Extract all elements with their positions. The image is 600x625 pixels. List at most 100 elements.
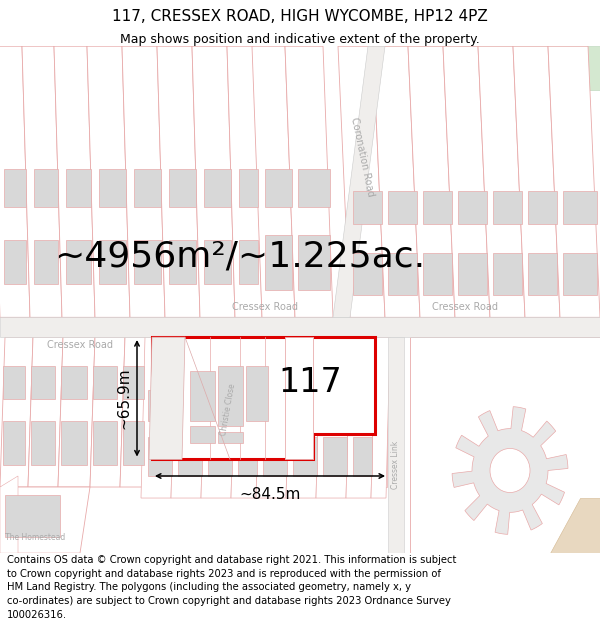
Bar <box>93 366 117 399</box>
Polygon shape <box>385 46 600 91</box>
Polygon shape <box>443 46 490 318</box>
Bar <box>134 240 161 284</box>
Polygon shape <box>122 46 165 318</box>
Bar <box>493 253 522 295</box>
Bar <box>34 240 58 284</box>
Bar <box>423 191 452 224</box>
Bar <box>93 421 117 465</box>
Bar <box>148 438 172 476</box>
Polygon shape <box>227 46 262 318</box>
Bar <box>238 438 257 476</box>
Bar <box>239 240 258 284</box>
Polygon shape <box>0 337 33 487</box>
Bar <box>99 169 126 207</box>
Bar <box>293 390 317 421</box>
Bar <box>204 240 231 284</box>
Polygon shape <box>252 46 295 318</box>
Bar <box>123 366 144 399</box>
Polygon shape <box>192 46 235 318</box>
Polygon shape <box>141 337 175 498</box>
Bar <box>353 191 382 224</box>
Polygon shape <box>382 337 387 487</box>
Bar <box>204 169 231 207</box>
Bar <box>298 169 330 207</box>
Bar <box>493 191 522 224</box>
Polygon shape <box>22 46 62 318</box>
Text: Contains OS data © Crown copyright and database right 2021. This information is : Contains OS data © Crown copyright and d… <box>7 555 457 619</box>
Polygon shape <box>550 498 600 553</box>
Polygon shape <box>376 337 381 487</box>
Bar <box>323 438 347 476</box>
Polygon shape <box>152 337 375 459</box>
Bar <box>61 366 87 399</box>
Bar <box>528 191 557 224</box>
Polygon shape <box>28 337 63 487</box>
Text: Cressex Road: Cressex Road <box>232 302 298 312</box>
Bar <box>0 318 600 337</box>
Bar <box>31 366 55 399</box>
Bar <box>563 191 597 224</box>
Text: 117, CRESSEX ROAD, HIGH WYCOMBE, HP12 4PZ: 117, CRESSEX ROAD, HIGH WYCOMBE, HP12 4P… <box>112 9 488 24</box>
Polygon shape <box>201 337 235 498</box>
Polygon shape <box>408 46 455 318</box>
Bar <box>263 438 287 476</box>
Bar <box>218 432 243 443</box>
Bar <box>190 371 215 421</box>
Bar <box>423 253 452 295</box>
Bar <box>4 169 26 207</box>
Bar <box>178 438 202 476</box>
Bar <box>148 390 172 421</box>
Polygon shape <box>346 337 375 498</box>
Text: ~84.5m: ~84.5m <box>239 487 301 502</box>
Polygon shape <box>452 407 568 534</box>
Bar <box>31 421 55 465</box>
Polygon shape <box>338 46 385 318</box>
Polygon shape <box>373 46 420 318</box>
Bar <box>293 438 317 476</box>
Text: Coronation Road: Coronation Road <box>349 116 375 197</box>
Polygon shape <box>231 337 260 498</box>
Bar <box>66 240 91 284</box>
Bar <box>3 366 25 399</box>
Bar <box>5 495 60 537</box>
Text: Cressex Link: Cressex Link <box>392 441 401 489</box>
Text: Christie Close: Christie Close <box>219 383 237 437</box>
Polygon shape <box>410 337 600 553</box>
Bar <box>458 253 487 295</box>
Text: 117: 117 <box>278 366 342 399</box>
Polygon shape <box>286 337 320 498</box>
Bar <box>285 337 313 459</box>
Bar <box>134 169 161 207</box>
Polygon shape <box>548 46 600 318</box>
Polygon shape <box>120 337 152 487</box>
Bar <box>208 390 232 421</box>
Bar <box>388 191 417 224</box>
Polygon shape <box>90 337 125 487</box>
Polygon shape <box>171 337 205 498</box>
Bar <box>218 366 243 426</box>
Polygon shape <box>149 337 185 459</box>
Polygon shape <box>478 46 525 318</box>
Bar <box>123 421 144 465</box>
Text: Map shows position and indicative extent of the property.: Map shows position and indicative extent… <box>120 33 480 46</box>
Bar <box>99 240 126 284</box>
Bar <box>169 169 196 207</box>
Bar <box>528 253 557 295</box>
Bar <box>34 169 58 207</box>
Bar <box>66 169 91 207</box>
Polygon shape <box>316 337 350 498</box>
Polygon shape <box>256 337 290 498</box>
Polygon shape <box>333 46 385 318</box>
Text: ~65.9m: ~65.9m <box>116 368 131 429</box>
Polygon shape <box>58 337 95 487</box>
Text: The Homestead: The Homestead <box>5 533 65 542</box>
Polygon shape <box>285 46 333 318</box>
Polygon shape <box>370 337 375 487</box>
Bar <box>353 390 372 421</box>
Bar <box>265 169 292 207</box>
Text: ~4956m²/~1.225ac.: ~4956m²/~1.225ac. <box>55 240 425 274</box>
Polygon shape <box>0 476 18 553</box>
Polygon shape <box>0 46 30 318</box>
Bar <box>388 337 404 553</box>
Polygon shape <box>157 46 200 318</box>
